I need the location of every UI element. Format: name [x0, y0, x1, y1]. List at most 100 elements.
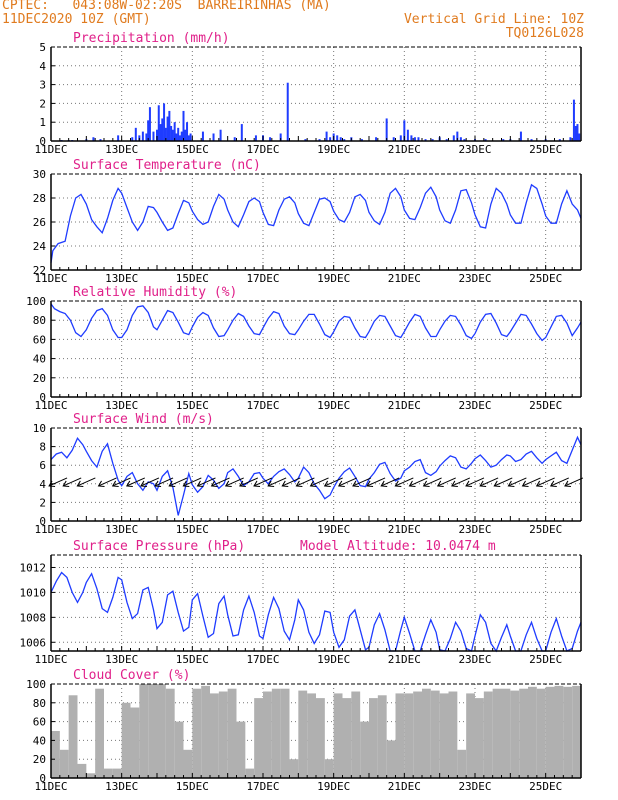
wind-vector	[508, 477, 527, 487]
wind-arrowhead	[408, 480, 416, 487]
precip-bar	[171, 129, 174, 141]
precip-bar	[360, 139, 363, 141]
precip-bar	[148, 107, 151, 141]
header-run-time: 11DEC2020 10Z (GMT)	[2, 12, 151, 27]
precip-bar	[519, 131, 522, 141]
cloud-bar	[554, 685, 564, 778]
panel-6: 0 20 40 60 80 100 11DEC 13DEC 15DEC 17DEC 19DEC 21D…	[26, 668, 582, 793]
y-tick-label: 2	[39, 496, 46, 509]
x-tick-label: 11DEC	[34, 653, 67, 666]
precip-bar	[240, 124, 243, 141]
precip-bar	[134, 127, 137, 141]
y-tick-label: 26	[33, 216, 46, 229]
wind-arrowhead	[62, 480, 70, 487]
panel-title: Surface Temperature (nC)	[73, 158, 261, 173]
precip-bar	[431, 139, 434, 141]
precip-bar	[166, 116, 169, 141]
cloud-bar	[59, 749, 69, 778]
series-line	[50, 435, 582, 516]
x-tick-label: 25DEC	[529, 523, 562, 536]
cloud-bar	[492, 688, 502, 778]
precip-bar	[212, 133, 215, 141]
wind-vector	[338, 477, 358, 487]
wind-arrowhead	[97, 480, 105, 487]
x-tick-label: 25DEC	[529, 143, 562, 156]
cloud-bar	[528, 686, 537, 778]
cloud-bar	[218, 691, 228, 778]
cloud-bar	[351, 691, 361, 778]
x-tick-label: 13DEC	[105, 653, 138, 666]
y-tick-label: 1006	[20, 636, 47, 649]
wind-vector	[154, 477, 174, 487]
cloud-bar	[139, 684, 149, 778]
precip-bar	[145, 133, 148, 141]
cloud-bar	[307, 693, 316, 778]
cloud-bar	[289, 759, 299, 778]
cloud-bar	[324, 759, 334, 778]
precip-bar	[572, 99, 575, 141]
wind-vector	[211, 477, 230, 487]
cloud-bar	[457, 749, 467, 778]
y-tick-label: 0	[39, 135, 46, 148]
cloud-bar	[271, 688, 281, 778]
y-tick-label: 3	[39, 79, 46, 92]
series-line	[50, 303, 582, 342]
wind-vector	[366, 477, 386, 487]
y-tick-label: 2	[39, 97, 46, 110]
x-tick-label: 21DEC	[388, 399, 421, 412]
precip-bar	[392, 137, 395, 141]
precip-bar	[254, 135, 257, 141]
cloud-bar	[545, 686, 555, 778]
cloud-bar	[51, 731, 60, 778]
x-tick-label: 13DEC	[105, 143, 138, 156]
precip-bar	[385, 118, 388, 141]
x-tick-label: 17DEC	[246, 653, 279, 666]
panel-1: 0 1 2 3 4 5 11DEC 13DEC 15DEC 17DEC 19DEC 21DEC 23DE…	[34, 31, 582, 156]
y-tick-label: 4	[39, 478, 46, 491]
panel-title: Precipitation (mm/h)	[73, 31, 230, 46]
y-tick-label: 0	[39, 772, 46, 785]
wind-arrowhead	[281, 480, 289, 487]
wind-arrowhead	[267, 480, 275, 487]
cloud-bar	[245, 768, 255, 778]
precip-bar	[184, 129, 187, 141]
wind-arrowhead	[422, 480, 430, 487]
x-tick-label: 19DEC	[317, 399, 350, 412]
precip-bar	[399, 135, 402, 141]
precip-bar	[178, 135, 181, 141]
x-tick-label: 21DEC	[388, 143, 421, 156]
wind-vector	[168, 477, 188, 487]
cloud-bar	[563, 686, 573, 778]
cloud-bar	[174, 721, 184, 778]
cloud-bar	[68, 695, 78, 778]
precip-bar	[279, 133, 282, 141]
precip-bar	[92, 137, 95, 141]
precip-bar	[157, 105, 160, 141]
x-tick-label: 17DEC	[246, 523, 279, 536]
precip-bar	[410, 135, 413, 141]
x-tick-label: 19DEC	[317, 272, 350, 285]
x-tick-label: 21DEC	[388, 272, 421, 285]
x-tick-label: 21DEC	[388, 653, 421, 666]
x-tick-label: 13DEC	[105, 272, 138, 285]
wind-arrowhead	[479, 480, 487, 487]
wind-arrowhead	[465, 480, 473, 487]
y-tick-label: 8	[39, 441, 46, 454]
cloud-bar	[536, 688, 546, 778]
wind-vector	[550, 477, 570, 487]
x-tick-label: 19DEC	[317, 143, 350, 156]
x-tick-label: 23DEC	[458, 780, 491, 793]
cloud-bar	[263, 691, 272, 778]
y-tick-label: 20	[33, 753, 46, 766]
cloud-bar	[510, 690, 520, 778]
wind-arrowhead	[493, 480, 501, 487]
precip-bar	[406, 129, 409, 141]
y-tick-label: 100	[26, 295, 46, 308]
wind-vector	[77, 477, 96, 487]
precip-bar	[325, 131, 328, 141]
x-tick-label: 15DEC	[176, 399, 209, 412]
header-model: TQ0126L028	[505, 26, 584, 41]
x-tick-label: 17DEC	[246, 399, 279, 412]
panel-annotation: Model Altitude: 10.0474 m	[300, 539, 496, 554]
cloud-bar	[333, 693, 343, 778]
